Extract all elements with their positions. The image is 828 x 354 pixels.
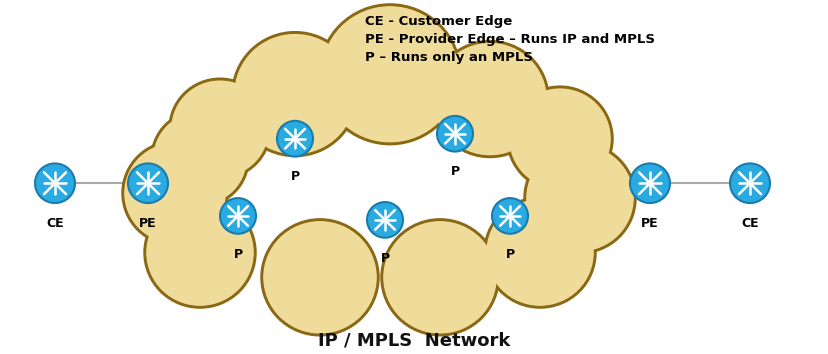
Circle shape — [508, 88, 610, 189]
Circle shape — [629, 164, 669, 203]
Circle shape — [35, 164, 75, 203]
Circle shape — [431, 42, 547, 156]
Circle shape — [233, 33, 357, 155]
Text: PE: PE — [139, 217, 156, 230]
Circle shape — [219, 198, 256, 234]
Circle shape — [277, 121, 313, 156]
Circle shape — [152, 111, 248, 206]
Circle shape — [383, 221, 496, 333]
Circle shape — [321, 6, 458, 142]
Text: CE - Customer Edge: CE - Customer Edge — [364, 15, 512, 28]
Circle shape — [153, 112, 247, 205]
Circle shape — [145, 198, 255, 307]
Circle shape — [508, 87, 611, 190]
Text: CE: CE — [740, 217, 758, 230]
Text: P: P — [380, 252, 389, 264]
Text: P: P — [450, 165, 459, 178]
Text: P – Runs only an MPLS: P – Runs only an MPLS — [364, 51, 532, 63]
Text: PE: PE — [640, 217, 658, 230]
Text: IP / MPLS  Network: IP / MPLS Network — [317, 332, 509, 350]
Circle shape — [433, 43, 546, 155]
Circle shape — [320, 5, 460, 144]
Circle shape — [484, 198, 595, 307]
Circle shape — [234, 34, 355, 154]
Circle shape — [526, 145, 633, 251]
Text: P: P — [233, 247, 243, 261]
Circle shape — [128, 164, 168, 203]
Circle shape — [123, 142, 227, 245]
Text: CE: CE — [46, 217, 64, 230]
Text: P: P — [505, 247, 514, 261]
Text: PE - Provider Edge – Runs IP and MPLS: PE - Provider Edge – Runs IP and MPLS — [364, 33, 654, 46]
Circle shape — [524, 144, 634, 252]
Circle shape — [170, 79, 270, 178]
Circle shape — [436, 116, 473, 152]
Text: P: P — [290, 170, 299, 183]
Circle shape — [146, 199, 253, 306]
Circle shape — [171, 80, 268, 177]
Circle shape — [729, 164, 769, 203]
Circle shape — [491, 198, 527, 234]
Circle shape — [486, 199, 593, 306]
Circle shape — [382, 220, 498, 335]
Circle shape — [263, 221, 376, 333]
Circle shape — [367, 202, 402, 238]
Circle shape — [124, 143, 225, 244]
Circle shape — [262, 220, 378, 335]
